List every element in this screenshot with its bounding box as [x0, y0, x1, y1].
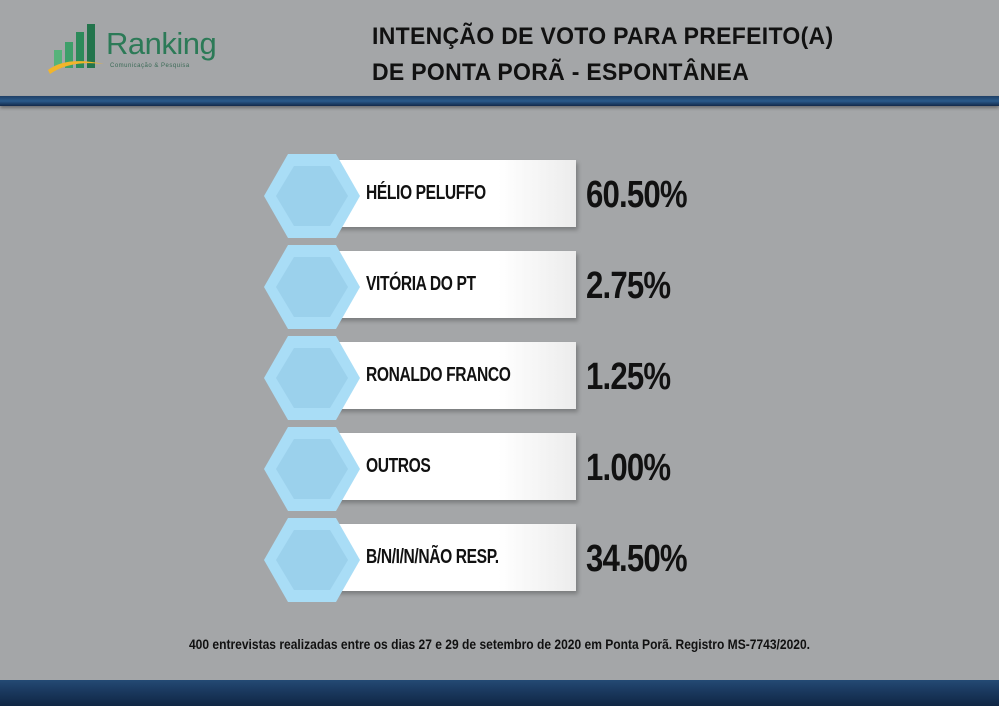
hexagon-icon	[264, 154, 360, 238]
candidate-name: B/N/I/N/NÃO RESP.	[366, 546, 499, 568]
candidate-label-box: B/N/I/N/NÃO RESP.	[318, 524, 576, 591]
vote-percentage: 1.25%	[586, 356, 671, 398]
vote-percentage: 34.50%	[586, 538, 688, 580]
candidate-label-box: VITÓRIA DO PT	[318, 251, 576, 318]
hexagon-icon	[264, 427, 360, 511]
hexagon-icon	[264, 245, 360, 329]
hexagon-icon	[264, 336, 360, 420]
candidate-name: VITÓRIA DO PT	[366, 273, 476, 295]
candidate-row: RONALDO FRANCO 1.25%	[262, 334, 722, 422]
brand-tagline: Comunicação & Pesquisa	[110, 63, 190, 69]
candidate-label-box: RONALDO FRANCO	[318, 342, 576, 409]
vote-percentage: 60.50%	[586, 174, 688, 216]
title-line-1: INTENÇÃO DE VOTO PARA PREFEITO(A)	[372, 22, 834, 50]
hexagon-icon	[264, 518, 360, 602]
candidate-label-box: HÉLIO PELUFFO	[318, 160, 576, 227]
top-divider-band	[0, 96, 999, 106]
candidate-name: OUTROS	[366, 455, 431, 477]
candidate-name: HÉLIO PELUFFO	[366, 182, 486, 204]
hexagon-inner	[276, 439, 348, 499]
page-title: INTENÇÃO DE VOTO PARA PREFEITO(A) DE PON…	[372, 18, 992, 89]
brand-name: Ranking	[106, 26, 217, 61]
hexagon-inner	[276, 257, 348, 317]
hexagon-inner	[276, 348, 348, 408]
hexagon-inner	[276, 166, 348, 226]
candidate-row: VITÓRIA DO PT 2.75%	[262, 243, 722, 331]
title-line-2: DE PONTA PORÃ - ESPONTÂNEA	[372, 57, 750, 86]
hexagon-inner	[276, 530, 348, 590]
bottom-band	[0, 680, 999, 706]
candidate-name: RONALDO FRANCO	[366, 364, 511, 386]
candidate-row: OUTROS 1.00%	[262, 425, 722, 513]
survey-footnote: 400 entrevistas realizadas entre os dias…	[188, 636, 811, 652]
candidate-label-box: OUTROS	[318, 433, 576, 500]
vote-percentage: 1.00%	[586, 447, 671, 489]
header: Ranking Comunicação & Pesquisa INTENÇÃO …	[0, 0, 999, 96]
candidate-row: B/N/I/N/NÃO RESP. 34.50%	[262, 516, 722, 604]
bar-chart-logo-icon	[48, 24, 104, 74]
vote-percentage: 2.75%	[586, 265, 671, 307]
candidate-row: HÉLIO PELUFFO 60.50%	[262, 152, 722, 240]
ranking-logo: Ranking Comunicação & Pesquisa	[46, 20, 246, 80]
